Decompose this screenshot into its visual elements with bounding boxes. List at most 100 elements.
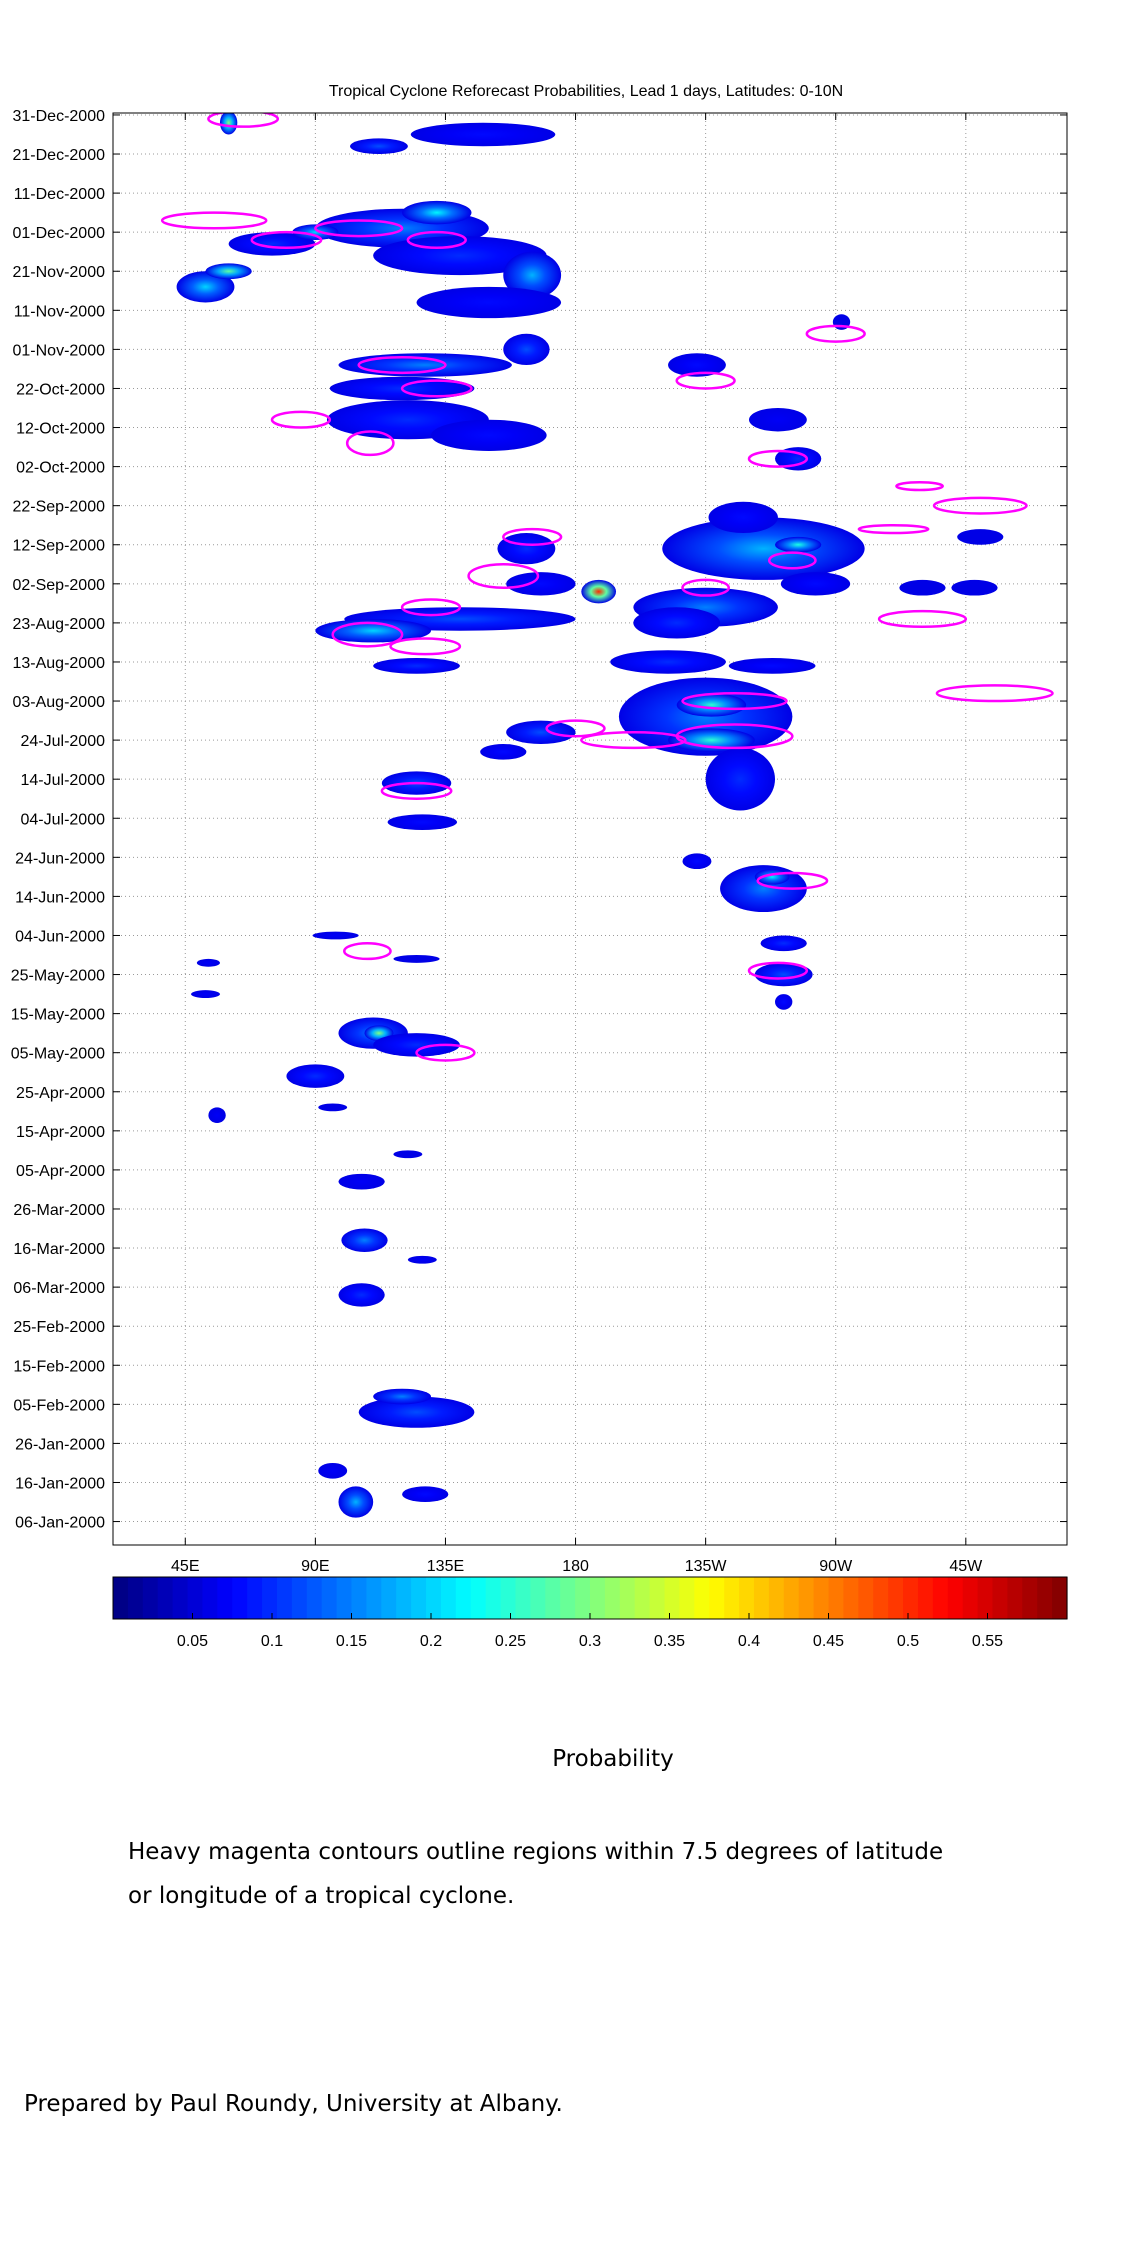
cyclone-contour: [400, 598, 462, 617]
y-tick-label: 14-Jun-2000: [15, 889, 105, 906]
colorbar-segment: [411, 1577, 427, 1619]
probability-blob: [292, 224, 339, 240]
probability-blob: [951, 579, 998, 596]
probability-blob: [338, 353, 512, 377]
probability-blob: [497, 533, 556, 565]
cyclone-contour: [756, 871, 829, 890]
y-tick-label: 03-Aug-2000: [12, 694, 105, 711]
probability-blob: [506, 720, 576, 745]
probability-blob: [341, 1228, 388, 1252]
probability-blob: [705, 747, 776, 811]
probability-blob: [373, 1033, 460, 1057]
probability-blob: [899, 579, 946, 596]
colorbar-segment: [947, 1577, 964, 1619]
colorbar-tick-label: 0.35: [654, 1633, 685, 1650]
probability-blob: [708, 501, 778, 534]
probability-blob: [338, 1283, 385, 1307]
probability-blob: [780, 572, 851, 596]
probability-blob: [431, 419, 547, 451]
cyclone-contour: [857, 523, 930, 535]
probability-blob: [318, 1103, 348, 1112]
probability-blob: [205, 263, 252, 280]
colorbar-segment: [247, 1577, 263, 1619]
colorbar-segment: [619, 1577, 636, 1619]
y-tick-label: 05-Feb-2000: [13, 1397, 105, 1414]
x-tick-label: 135W: [685, 1558, 728, 1575]
plot-area: 45E 90E 135E 180 135W 90W 45W 31-Dec-2000 21-Dec…: [11, 108, 1068, 1575]
colorbar-segment: [366, 1577, 382, 1619]
cyclone-contour: [805, 324, 866, 343]
colorbar-segment: [917, 1577, 934, 1619]
y-tick-label: 25-May-2000: [11, 968, 105, 985]
colorbar-segment: [679, 1577, 695, 1619]
probability-blob: [338, 1173, 385, 1190]
colorbar-segment: [202, 1577, 218, 1619]
colorbar-segment: [545, 1577, 561, 1619]
y-tick-label: 11-Dec-2000: [14, 186, 105, 203]
colorbar-segment: [798, 1577, 815, 1619]
y-tick-label: 02-Oct-2000: [16, 460, 105, 477]
y-tick-label: 21-Nov-2000: [13, 264, 106, 281]
y-tick-label: 06-Mar-2000: [13, 1280, 105, 1297]
probability-blob: [350, 138, 408, 155]
probability-blob: [402, 200, 472, 225]
colorbar-tick-label: 0.15: [336, 1633, 367, 1650]
colorbar-segment: [604, 1577, 621, 1619]
cyclone-contour: [675, 371, 736, 390]
y-tick-label: 15-Feb-2000: [13, 1358, 105, 1375]
y-tick-label: 01-Nov-2000: [13, 342, 106, 359]
cyclone-contour: [877, 609, 968, 629]
probability-blob: [633, 607, 721, 639]
cyclone-contour: [357, 355, 447, 375]
colorbar-segment: [187, 1577, 204, 1619]
y-tick-label: 15-Apr-2000: [16, 1124, 105, 1141]
y-tick-label: 12-Sep-2000: [12, 538, 105, 555]
y-tick-label: 13-Aug-2000: [12, 655, 105, 672]
colorbar-segment: [903, 1577, 919, 1619]
probability-blob: [581, 579, 617, 604]
colorbar-tick-label: 0.45: [813, 1633, 844, 1650]
colorbar-segment: [962, 1577, 979, 1619]
colorbar-tick-label: 0.3: [579, 1633, 601, 1650]
probability-blob: [387, 814, 458, 830]
probability-blob: [760, 935, 807, 952]
cyclone-contour: [270, 410, 332, 429]
plot-frame: [112, 112, 1068, 1546]
x-tick-label: 45W: [949, 1558, 983, 1575]
y-tick-label: 24-Jul-2000: [21, 733, 106, 750]
colorbar-segment: [768, 1577, 785, 1619]
probability-blob: [312, 931, 359, 940]
contour-note-line1: Heavy magenta contours outline regions w…: [128, 1839, 944, 1865]
colorbar-segment: [813, 1577, 830, 1619]
cyclone-contour: [160, 211, 268, 230]
probability-blob: [775, 447, 822, 471]
colorbar-segment: [977, 1577, 994, 1619]
y-tick-label: 02-Sep-2000: [12, 577, 105, 594]
probability-blob: [728, 658, 816, 674]
colorbar-tick-label: 0.05: [177, 1633, 208, 1650]
probability-blob: [503, 251, 562, 299]
probability-blob: [676, 693, 747, 717]
probability-blob: [610, 650, 726, 674]
colorbar-segment: [560, 1577, 576, 1619]
colorbar-segment: [843, 1577, 859, 1619]
probability-blob: [416, 286, 562, 319]
y-tick-label: 05-Apr-2000: [16, 1163, 105, 1180]
y-tick-label: 16-Jan-2000: [15, 1475, 105, 1492]
probability-blob: [754, 962, 813, 987]
colorbar-segment: [1007, 1577, 1023, 1619]
probability-blob: [373, 658, 460, 674]
y-tick-label: 21-Dec-2000: [13, 147, 106, 164]
probability-blob: [373, 1388, 431, 1405]
colorbar-segment: [873, 1577, 889, 1619]
credit-text: Prepared by Paul Roundy, University at A…: [24, 2091, 563, 2117]
y-tick-label: 11-Nov-2000: [14, 303, 105, 320]
probability-blob: [668, 728, 755, 752]
colorbar-segment: [351, 1577, 368, 1619]
colorbar-segment: [828, 1577, 845, 1619]
colorbar-segment: [172, 1577, 189, 1619]
colorbar-segment: [575, 1577, 591, 1619]
x-tick-label: 135E: [427, 1558, 464, 1575]
colorbar-segment: [262, 1577, 278, 1619]
probability-blob: [318, 1462, 348, 1479]
